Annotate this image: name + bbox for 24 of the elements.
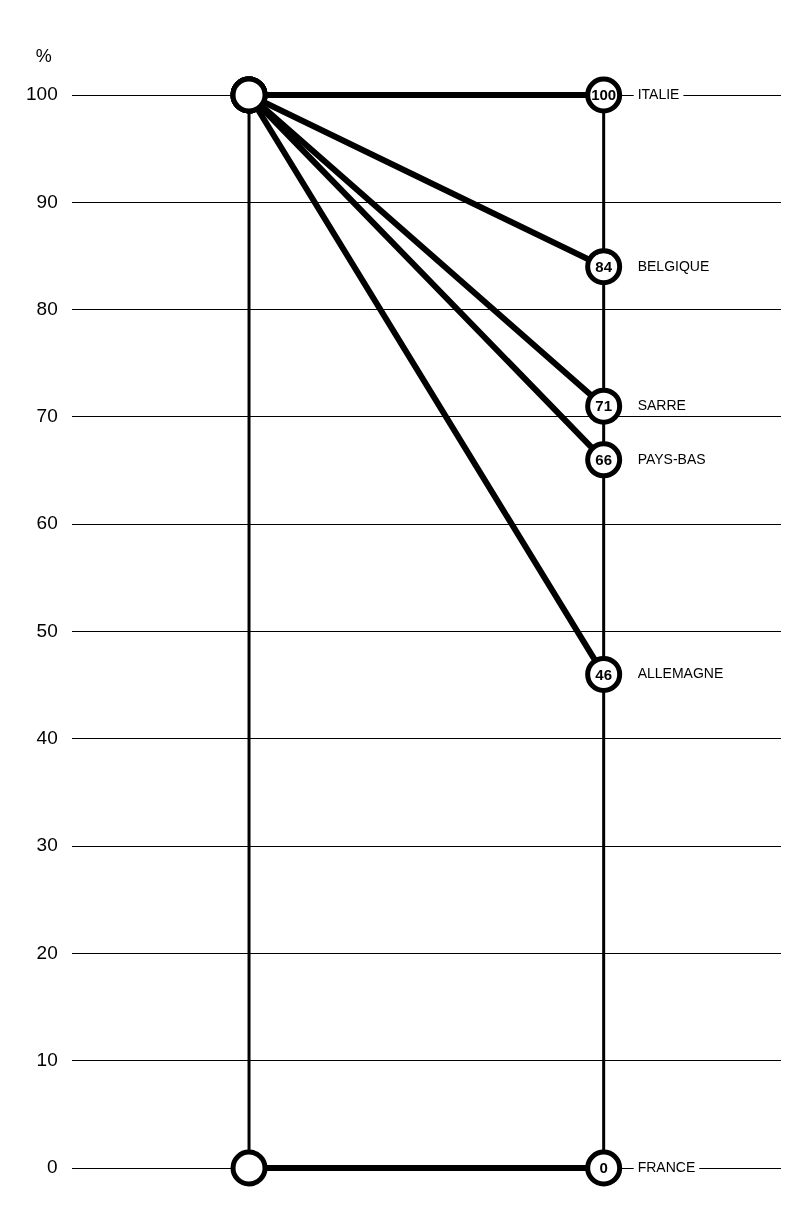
data-label: 84 (595, 257, 613, 275)
y-tick-label: 60 (36, 512, 58, 534)
series-label: FRANCE (637, 1158, 696, 1175)
series-label: SARRE (637, 397, 686, 414)
data-label: 66 (595, 450, 613, 468)
data-label: 71 (595, 397, 613, 415)
series-label: ALLEMAGNE (637, 665, 724, 682)
data-label: 0 (599, 1159, 608, 1177)
y-tick-label: 50 (36, 619, 58, 641)
y-tick-label: 100 (26, 83, 58, 105)
y-tick-label: 80 (36, 297, 58, 319)
y-tick-label: 90 (36, 190, 58, 212)
series-label: ITALIE (637, 85, 680, 102)
y-tick-label: 30 (36, 834, 58, 856)
series-label: PAYS-BAS (637, 450, 706, 467)
y-axis-title: % (35, 45, 52, 66)
data-label: 100 (591, 86, 617, 104)
y-tick-label: 70 (36, 405, 58, 427)
y-tick-label: 0 (47, 1156, 58, 1178)
data-label: 46 (595, 665, 613, 683)
y-tick-label: 40 (36, 727, 58, 749)
series-label: BELGIQUE (637, 257, 710, 274)
y-tick-label: 20 (36, 941, 58, 963)
y-tick-label: 10 (36, 1048, 58, 1070)
